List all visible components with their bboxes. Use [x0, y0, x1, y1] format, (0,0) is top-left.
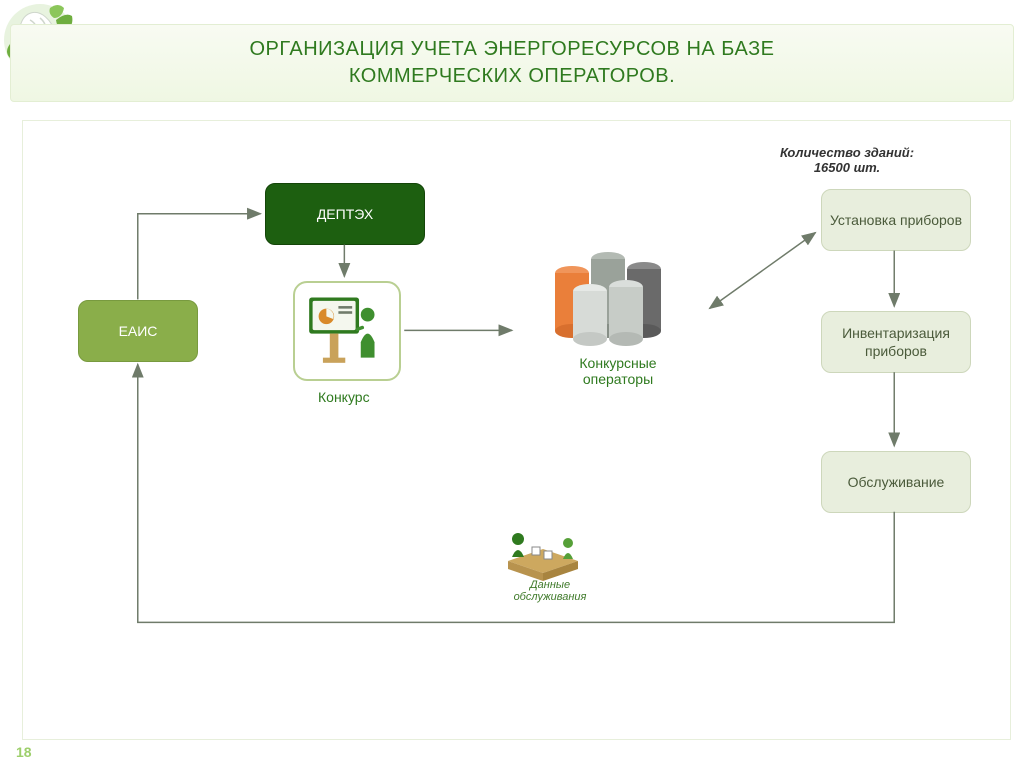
node-inventar: Инвентаризация приборов [821, 311, 971, 373]
cylinders-icon [513, 249, 713, 359]
node-ustanovka-label: Установка приборов [830, 211, 962, 229]
caption-konkurs: Конкурс [318, 389, 370, 405]
title-band: ОРГАНИЗАЦИЯ УЧЕТА ЭНЕРГОРЕСУРСОВ НА БАЗЕ… [10, 24, 1014, 102]
node-obsluj: Обслуживание [821, 451, 971, 513]
diagram-frame: Количество зданий: 16500 шт. ДЕПТЭХ ЕАИС… [22, 120, 1011, 740]
annotation-line1: Количество зданий: [780, 145, 914, 160]
service-data-icon [498, 521, 588, 581]
title-line1: ОРГАНИЗАЦИЯ УЧЕТА ЭНЕРГОРЕСУРСОВ НА БАЗЕ [249, 38, 774, 60]
node-depteh: ДЕПТЭХ [265, 183, 425, 245]
node-depteh-label: ДЕПТЭХ [317, 205, 373, 223]
node-ustanovka: Установка приборов [821, 189, 971, 251]
node-obsluj-label: Обслуживание [848, 473, 945, 491]
annotation-line2: 16500 шт. [814, 160, 880, 175]
node-konkurs-box [293, 281, 401, 381]
node-eais-label: ЕАИС [119, 322, 158, 340]
page-number: 18 [16, 744, 32, 760]
caption-competitors: Конкурсные операторы [563, 355, 673, 387]
presentation-icon [304, 292, 390, 370]
node-inventar-label: Инвентаризация приборов [828, 324, 964, 360]
caption-service-data: Данные обслуживания [510, 579, 590, 603]
node-eais: ЕАИС [78, 300, 198, 362]
page-title: ОРГАНИЗАЦИЯ УЧЕТА ЭНЕРГОРЕСУРСОВ НА БАЗЕ… [249, 36, 774, 90]
title-line2: КОММЕРЧЕСКИХ ОПЕРАТОРОВ. [349, 65, 675, 87]
building-count-annotation: Количество зданий: 16500 шт. [762, 145, 932, 175]
